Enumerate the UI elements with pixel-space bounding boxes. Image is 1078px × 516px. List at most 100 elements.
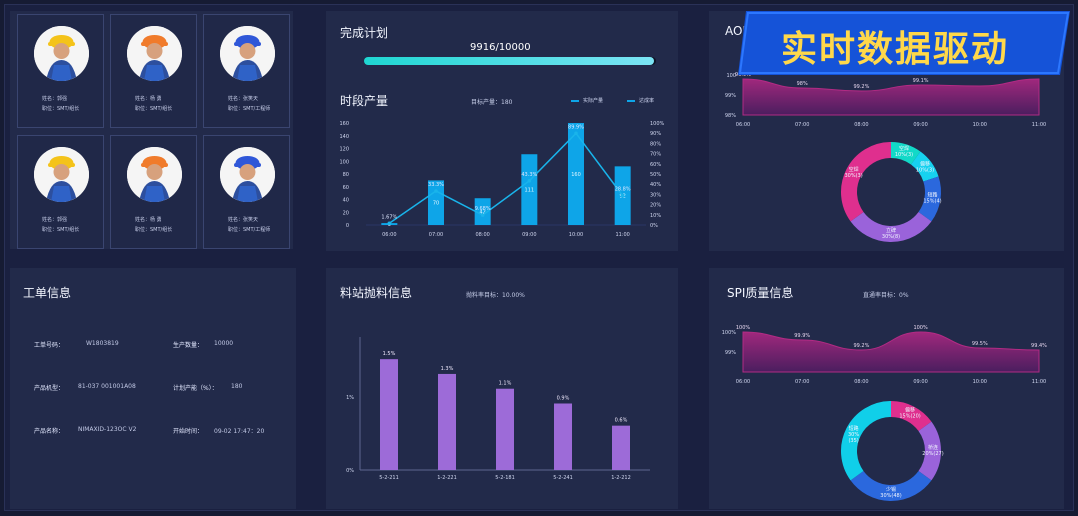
donut-segment <box>910 151 939 182</box>
donut-label: 30%(48) <box>880 493 901 499</box>
hourly-legend-rate: 达成率 <box>627 97 654 104</box>
area-series <box>742 78 1040 116</box>
work-order-value: NIMAXID-123OC V2 <box>78 426 137 433</box>
hourly-bar <box>568 123 584 225</box>
hourly-right-tick: 50% <box>650 172 661 178</box>
donut-label: (35) <box>848 438 858 444</box>
hourly-rate-label: 28.8% <box>615 187 631 193</box>
avatar <box>34 147 89 202</box>
hourly-right-tick: 100% <box>650 121 665 127</box>
work-order-label: 生产数量： <box>173 342 204 349</box>
hourly-left-tick: 40 <box>343 198 349 204</box>
hourly-rate-point <box>527 179 532 183</box>
material-bar <box>380 359 398 470</box>
staff-name: 姓名：郭强 <box>42 217 68 223</box>
hourly-rate-line <box>388 132 624 224</box>
work-order-title: 工单信息 <box>23 286 72 300</box>
worker-icon <box>220 26 275 81</box>
donut-label: 10%(3) <box>895 152 913 158</box>
hourly-rate-point <box>480 213 485 217</box>
area-x-tick: 08:00 <box>854 379 868 385</box>
hourly-right-tick: 0% <box>650 223 658 229</box>
donut-segment <box>918 421 941 481</box>
plan-value: 9916/10000 <box>470 42 531 53</box>
donut-label: 30% <box>848 432 859 438</box>
area-x-tick: 10:00 <box>973 379 987 385</box>
work-order-panel: 工单信息 工单号码： W1803819 生产数量： 10000 产品机型： 81-037 … <box>10 268 296 509</box>
hourly-left-tick: 120 <box>339 147 349 153</box>
worker-icon <box>34 147 89 202</box>
donut-label: 20%(27) <box>922 451 943 457</box>
donut-segment <box>850 470 932 501</box>
material-x-tick: 5-2-211 <box>379 475 399 481</box>
material-bar <box>612 425 630 470</box>
donut-label: 立碑 <box>886 227 896 234</box>
area-x-tick: 10:00 <box>973 122 987 128</box>
donut-label: 偏移 <box>905 407 915 414</box>
avatar <box>127 147 182 202</box>
hourly-left-tick: 100 <box>339 159 349 165</box>
material-x-tick: 1-2-212 <box>611 475 631 481</box>
material-bar-label: 0.9% <box>557 396 570 402</box>
hourly-rate-label: 33.3% <box>428 182 444 188</box>
spi-title: SPI质量信息 <box>727 286 794 300</box>
hourly-right-tick: 70% <box>650 152 661 158</box>
staff-card: 姓名：张笑天 职位：SMT/工程师 <box>203 14 290 128</box>
area-x-tick: 11:00 <box>1032 379 1046 385</box>
material-bar <box>554 403 572 470</box>
plan-progress-track <box>364 57 656 65</box>
hourly-x-tick: 06:00 <box>382 232 396 238</box>
area-y-tick: 99% <box>725 93 736 99</box>
donut-label: 10%(3) <box>916 167 934 173</box>
staff-card: 姓名：杨 勇职位：SMT/组长 <box>110 14 197 128</box>
plan-title: 完成计划 <box>340 26 389 40</box>
hourly-rate-label: 9.68% <box>475 206 491 212</box>
area-point-label: 99.1% <box>913 78 929 84</box>
staff-role: 职位：SMT/组长 <box>135 227 173 233</box>
material-bar-label: 0.6% <box>615 418 628 424</box>
area-series <box>742 331 1040 373</box>
material-title: 料站抛料信息 <box>340 286 413 300</box>
area-point-label: 99.2% <box>853 343 869 349</box>
material-bar-label: 1.3% <box>441 366 454 372</box>
material-x-tick: 1-2-221 <box>437 475 457 481</box>
donut-segment <box>850 211 932 242</box>
donut-segment <box>918 176 941 222</box>
hourly-bar-label: 111 <box>525 188 535 194</box>
work-order-value: 180 <box>231 383 243 390</box>
area-x-tick: 09:00 <box>913 379 927 385</box>
hourly-legend-actual-label: 实际产量 <box>583 98 604 104</box>
hourly-left-tick: 160 <box>339 121 349 127</box>
hourly-right-tick: 30% <box>650 192 661 198</box>
area-y-tick: 98% <box>725 113 736 119</box>
hourly-x-tick: 07:00 <box>429 232 443 238</box>
staff-role: 职位：SMT/组长 <box>42 106 80 112</box>
donut-label: 偏移 <box>920 160 930 167</box>
area-point-label: 100% <box>736 325 751 331</box>
banner-text: 实时数据驱动 <box>781 29 1010 70</box>
hourly-rate-point <box>620 193 625 198</box>
donut-label: 15%(4) <box>923 199 941 205</box>
hourly-left-tick: 80 <box>343 172 349 178</box>
worker-icon <box>127 26 182 81</box>
hourly-rate-label: 1.67% <box>381 214 397 220</box>
area-point-label: 98% <box>797 81 808 87</box>
hourly-x-tick: 08:00 <box>475 232 489 238</box>
hourly-rate-label: 89.9% <box>568 124 584 130</box>
avatar <box>220 147 275 202</box>
hourly-left-tick: 60 <box>343 185 349 191</box>
hourly-bar-label: 160 <box>571 172 581 178</box>
work-order-value: 10000 <box>214 340 234 347</box>
donut-label: 空焊 <box>899 145 909 152</box>
material-x-tick: 5-2-181 <box>495 475 515 481</box>
hourly-right-tick: 60% <box>650 162 661 168</box>
hourly-bar <box>521 154 538 225</box>
aoi-title: AOI <box>725 24 746 38</box>
hourly-right-tick: 40% <box>650 182 661 188</box>
material-bar-chart: 1% 0% 1.5% 5-2-211 1.3% 1-2-221 1.1% 5-2-181 0.9… <box>346 337 650 481</box>
hourly-left-tick: 0 <box>346 223 349 229</box>
area-point-label: 99.4% <box>1031 343 1047 349</box>
